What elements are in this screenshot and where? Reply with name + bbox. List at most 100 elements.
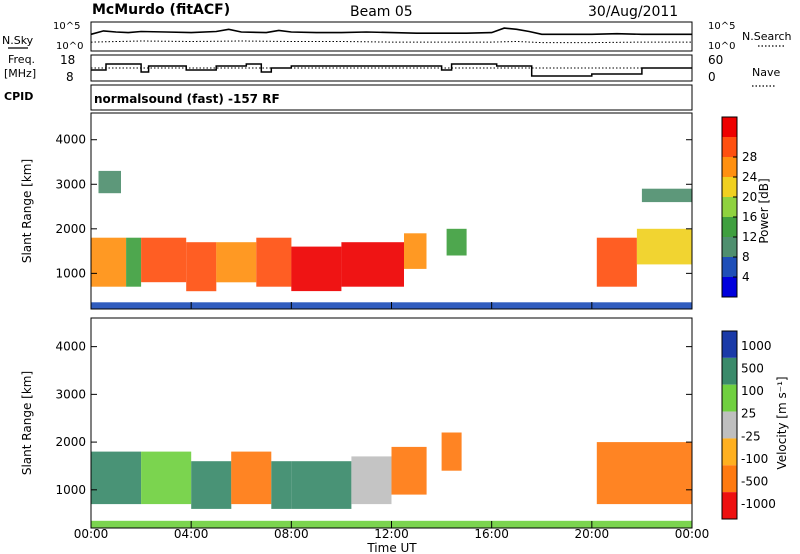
velocity-cell <box>391 446 427 495</box>
velocity-cell <box>231 451 272 505</box>
velocity-colorbar-tick-label: -500 <box>741 474 768 488</box>
power-colorbar-tick-label: 28 <box>742 150 757 164</box>
station-title: McMurdo (fitACF) <box>92 2 230 18</box>
power-cell <box>216 242 257 283</box>
power-y-label: Slant Range [km] <box>20 159 34 263</box>
power-cell <box>641 188 692 203</box>
velocity-panel: 1000 2000 3000 4000 Slant Range [km] 1000 50… <box>20 317 789 554</box>
power-colorbar-tick-label: 16 <box>742 210 757 224</box>
power-colorbar-band <box>722 277 737 297</box>
x-tick-label: 12:00 <box>374 527 409 541</box>
power-colorbar-band <box>722 117 737 137</box>
power-y-tick-label: 3000 <box>55 177 86 191</box>
power-colorbar-band <box>722 177 737 197</box>
noise-right-tick-top: 10^5 <box>708 21 735 32</box>
power-colorbar-tick-label: 4 <box>742 270 750 284</box>
date-title: 30/Aug/2011 <box>588 4 678 20</box>
power-panel: 1000 2000 3000 4000 Slant Range [km] 4 8 12 16… <box>20 112 771 310</box>
x-tick-label: 00:00 <box>675 527 710 541</box>
freq-left-tick-bottom: 8 <box>66 70 74 84</box>
x-tick-label: 16:00 <box>474 527 509 541</box>
noise-frame <box>90 21 693 52</box>
time-x-axis: 00:00 04:00 08:00 12:00 16:00 20:00 00:00 <box>74 527 710 541</box>
frequency-series <box>91 63 692 77</box>
velocity-cell <box>271 461 292 509</box>
velocity-cell <box>291 461 352 509</box>
velocity-colorbar: 1000 500 100 25 -25 -100 -500 -1000 <box>721 330 776 520</box>
power-y-tick-label: 4000 <box>55 133 86 147</box>
noise-panel: 10^5 10^0 10^5 10^0 <box>53 21 735 52</box>
power-colorbar-band <box>722 157 737 177</box>
power-cell <box>256 237 292 287</box>
velocity-y-tick-label: 3000 <box>55 387 86 401</box>
power-colorbar-band <box>722 237 737 257</box>
velocity-colorbar-band <box>722 384 737 412</box>
x-axis-label: Time UT <box>366 541 417 554</box>
cpid-text: normalsound (fast) -157 RF <box>94 92 280 106</box>
noise-left-tick-top: 10^5 <box>53 21 80 32</box>
velocity-colorbar-tick-label: 25 <box>741 407 756 421</box>
velocity-cell <box>191 461 232 509</box>
velocity-y-tick-label: 4000 <box>55 340 86 354</box>
frequency-panel: 18 8 60 0 <box>60 53 723 84</box>
velocity-colorbar-frame <box>721 330 738 520</box>
velocity-colorbar-label: Velocity [m s⁻¹] <box>775 376 789 469</box>
power-y-tick-label: 1000 <box>55 266 86 280</box>
velocity-colorbar-tick-label: 500 <box>741 362 764 376</box>
frequency-frame <box>90 54 693 82</box>
velocity-colorbar-band <box>722 331 737 358</box>
power-colorbar: 4 8 12 16 20 24 28 <box>721 116 757 298</box>
power-colorbar-band <box>722 257 737 277</box>
power-cell <box>98 170 121 194</box>
freq-left-tick-top: 18 <box>60 53 75 67</box>
noise-right-tick-bottom: 10^0 <box>708 41 735 52</box>
velocity-y-tick-label: 1000 <box>55 483 86 497</box>
velocity-colorbar-band <box>722 438 737 466</box>
power-y-tick-label: 2000 <box>55 222 86 236</box>
velocity-y-label: Slant Range [km] <box>20 371 34 475</box>
power-cell <box>446 228 467 256</box>
velocity-colorbar-tick-label: -100 <box>741 452 768 466</box>
velocity-colorbar-band <box>722 465 737 493</box>
power-colorbar-tick-label: 12 <box>742 230 757 244</box>
noise-left-tick-bottom: 10^0 <box>56 41 83 52</box>
power-colorbar-tick-label: 20 <box>742 190 757 204</box>
velocity-colorbar-tick-label: -1000 <box>741 497 776 511</box>
velocity-colorbar-tick-label: 1000 <box>741 339 772 353</box>
power-cell <box>291 246 342 292</box>
velocity-colorbar-tick-label: 100 <box>741 384 764 398</box>
x-tick-label: 08:00 <box>274 527 309 541</box>
freq-right-tick-bottom: 0 <box>708 70 716 84</box>
velocity-colorbar-band <box>722 411 737 439</box>
velocity-cell <box>441 432 462 471</box>
noise-series-nsearch <box>90 40 692 44</box>
power-cell <box>341 242 404 287</box>
velocity-cell <box>351 456 392 505</box>
power-cell <box>126 237 142 287</box>
velocity-colorbar-band <box>722 357 737 385</box>
velocity-y-axis: 1000 2000 3000 4000 <box>55 340 693 528</box>
nsearch-label: N.Search <box>742 30 792 43</box>
power-cell <box>636 228 692 265</box>
nave-label: Nave <box>752 66 780 79</box>
power-cell <box>404 233 427 269</box>
velocity-cell <box>91 451 142 505</box>
cpid-label: CPID <box>4 90 33 103</box>
noise-series-nsky <box>90 27 692 36</box>
x-tick-label: 00:00 <box>74 527 109 541</box>
power-colorbar-band <box>722 217 737 237</box>
power-colorbar-tick-label: 24 <box>742 170 757 184</box>
power-colorbar-tick-label: 8 <box>742 250 750 264</box>
velocity-colorbar-band <box>722 492 737 519</box>
velocity-colorbar-tick-label: -25 <box>741 429 761 443</box>
nsky-label: N.Sky <box>2 34 34 47</box>
power-colorbar-band <box>722 197 737 217</box>
velocity-cell <box>596 442 692 505</box>
freq-label-2: [MHz] <box>4 67 36 80</box>
velocity-y-tick-label: 2000 <box>55 435 86 449</box>
beam-title: Beam 05 <box>350 4 413 20</box>
x-tick-label: 20:00 <box>575 527 610 541</box>
power-colorbar-frame <box>721 116 738 298</box>
power-cell <box>141 237 187 283</box>
power-cell <box>91 237 127 287</box>
